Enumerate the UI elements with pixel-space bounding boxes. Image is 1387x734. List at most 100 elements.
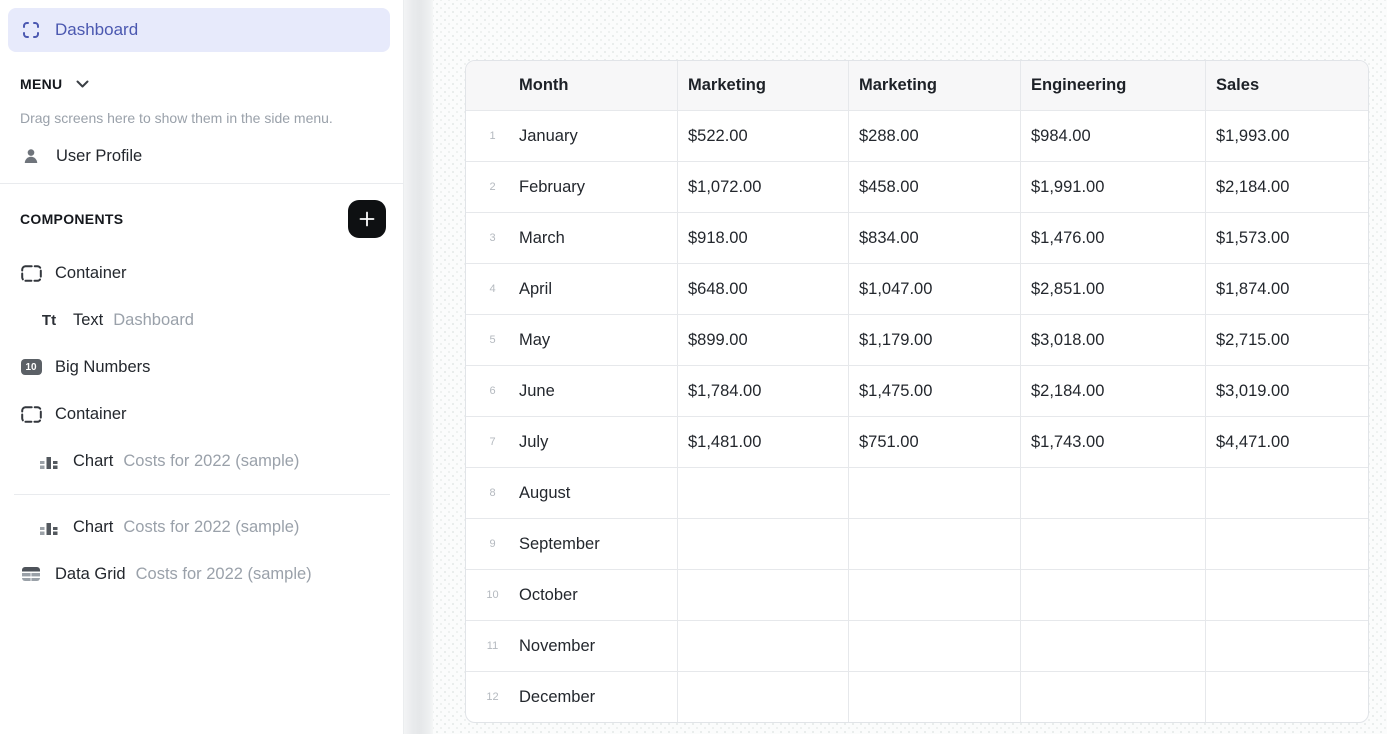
value-cell[interactable] xyxy=(849,621,1021,671)
month-value: February xyxy=(519,177,586,196)
month-cell[interactable]: 2 February xyxy=(466,162,678,212)
value-cell[interactable]: $1,874.00 xyxy=(1216,279,1290,298)
screen-item-label: Dashboard xyxy=(55,20,139,39)
value-cell[interactable]: $984.00 xyxy=(1021,111,1206,161)
column-header-marketing-1[interactable]: Marketing xyxy=(678,61,849,110)
panel-divider[interactable] xyxy=(403,0,433,734)
screen-item-dashboard[interactable]: Dashboard xyxy=(8,8,390,52)
value-cell[interactable]: $458.00 xyxy=(849,162,1021,212)
chevron-down-icon[interactable] xyxy=(71,80,93,89)
value-cell[interactable]: $899.00 xyxy=(678,315,849,365)
menu-section-header[interactable]: MENU xyxy=(0,74,403,94)
value-cell[interactable] xyxy=(1021,621,1206,671)
value-cell[interactable]: $3,018.00 xyxy=(1021,315,1206,365)
value-cell[interactable] xyxy=(1021,672,1206,722)
table-row: 1 January $522.00 $288.00 $984.00 $1,993.00 xyxy=(466,110,1368,161)
table-row: 3 March $918.00 $834.00 $1,476.00 $1,573.00 xyxy=(466,212,1368,263)
value-cell[interactable] xyxy=(678,621,849,671)
value-cell[interactable]: $1,047.00 xyxy=(849,264,1021,314)
value-cell[interactable]: $1,179.00 xyxy=(849,315,1021,365)
column-header-sales[interactable]: Sales xyxy=(1216,76,1260,94)
value-cell[interactable]: $1,991.00 xyxy=(1021,162,1206,212)
value-cell[interactable]: $2,184.00 xyxy=(1021,366,1206,416)
value-cell[interactable] xyxy=(678,570,849,620)
value-cell[interactable] xyxy=(1206,672,1368,722)
value-cell[interactable]: $1,993.00 xyxy=(1216,126,1290,145)
month-cell[interactable]: 9 September xyxy=(466,519,678,569)
month-cell[interactable]: 3 March xyxy=(466,213,678,263)
value-cell[interactable]: $834.00 xyxy=(849,213,1021,263)
value-cell[interactable]: $522.00 xyxy=(678,111,849,161)
month-cell[interactable]: 5 May xyxy=(466,315,678,365)
value-cell[interactable]: $288.00 xyxy=(849,111,1021,161)
table-body: 1 January $522.00 $288.00 $984.00 $1,993.00 2 F… xyxy=(466,110,1368,722)
value-cell[interactable] xyxy=(1206,570,1368,620)
add-component-button[interactable] xyxy=(348,200,386,238)
value-cell[interactable] xyxy=(678,672,849,722)
tree-item-big-numbers[interactable]: 10 Big Numbers xyxy=(0,353,403,381)
value-cell[interactable]: $751.00 xyxy=(849,417,1021,467)
value-cell[interactable] xyxy=(1206,468,1368,518)
month-cell[interactable]: 12 December xyxy=(466,672,678,722)
tree-item-data-grid[interactable]: Data Grid Costs for 2022 (sample) xyxy=(0,560,403,588)
month-cell[interactable]: 10 October xyxy=(466,570,678,620)
value-cell[interactable]: $2,851.00 xyxy=(1021,264,1206,314)
value-cell[interactable]: $4,471.00 xyxy=(1216,432,1290,451)
tree-item-container-2[interactable]: Container xyxy=(0,400,403,428)
tree-item-chart-2[interactable]: Chart Costs for 2022 (sample) xyxy=(0,513,403,541)
table-row: 12 December xyxy=(466,671,1368,722)
value-cell[interactable]: $1,743.00 xyxy=(1021,417,1206,467)
value-cell[interactable]: $918.00 xyxy=(678,213,849,263)
month-value: August xyxy=(519,483,571,502)
value-cell[interactable]: $1,475.00 xyxy=(849,366,1021,416)
value-cell[interactable] xyxy=(849,519,1021,569)
month-cell[interactable]: 1 January xyxy=(466,111,678,161)
value-cell[interactable]: $648.00 xyxy=(678,264,849,314)
value-cell[interactable] xyxy=(1206,519,1368,569)
row-number: 4 xyxy=(489,283,496,295)
tree-item-text[interactable]: Tt Text Dashboard xyxy=(0,306,403,334)
table-row: 8 August xyxy=(466,467,1368,518)
value-cell[interactable] xyxy=(1021,519,1206,569)
value-cell[interactable]: $1,573.00 xyxy=(1216,228,1290,247)
menu-drop-hint: Drag screens here to show them in the si… xyxy=(20,110,333,126)
value-cell[interactable] xyxy=(849,672,1021,722)
month-cell[interactable]: 8 August xyxy=(466,468,678,518)
month-cell[interactable]: 7 July xyxy=(466,417,678,467)
value-cell[interactable] xyxy=(678,519,849,569)
menu-item-label: User Profile xyxy=(56,146,143,165)
value-cell[interactable] xyxy=(849,468,1021,518)
tree-item-container-1[interactable]: Container xyxy=(0,259,403,287)
column-header-engineering[interactable]: Engineering xyxy=(1021,61,1206,110)
tree-item-label: Text xyxy=(73,310,104,329)
month-cell[interactable]: 4 April xyxy=(466,264,678,314)
value-cell[interactable]: $1,784.00 xyxy=(678,366,849,416)
value-cell[interactable] xyxy=(1021,570,1206,620)
value-cell[interactable]: $3,019.00 xyxy=(1216,381,1290,400)
components-section-header: COMPONENTS xyxy=(0,200,403,238)
value-cell[interactable]: $1,476.00 xyxy=(1021,213,1206,263)
bar-chart-icon xyxy=(38,519,60,536)
value-cell[interactable]: $2,184.00 xyxy=(1216,177,1290,196)
value-cell[interactable]: $2,715.00 xyxy=(1216,330,1290,349)
value-cell[interactable] xyxy=(1206,621,1368,671)
value-cell[interactable]: $1,481.00 xyxy=(678,417,849,467)
column-header-month[interactable]: Month xyxy=(466,61,678,110)
month-cell[interactable]: 11 November xyxy=(466,621,678,671)
value-cell[interactable] xyxy=(849,570,1021,620)
menu-item-user-profile[interactable]: User Profile xyxy=(0,142,403,170)
text-icon: Tt xyxy=(41,311,57,329)
month-value: November xyxy=(519,636,596,655)
tree-item-chart-1[interactable]: Chart Costs for 2022 (sample) xyxy=(0,447,403,475)
value-cell[interactable] xyxy=(1021,468,1206,518)
column-header-marketing-2[interactable]: Marketing xyxy=(849,61,1021,110)
tree-item-secondary: Costs for 2022 (sample) xyxy=(123,451,300,470)
tree-item-secondary: Dashboard xyxy=(113,310,194,329)
month-cell[interactable]: 6 June xyxy=(466,366,678,416)
row-number: 3 xyxy=(489,232,496,244)
value-cell[interactable]: $1,072.00 xyxy=(678,162,849,212)
tree-item-label: Chart xyxy=(73,451,114,470)
value-cell[interactable] xyxy=(678,468,849,518)
row-number: 12 xyxy=(486,691,499,703)
month-value: December xyxy=(519,687,596,706)
